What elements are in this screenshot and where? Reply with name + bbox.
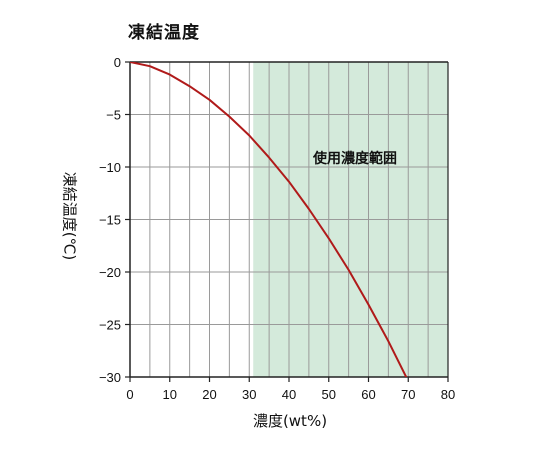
y-tick-labels: 0 −5 −10 −15 −20 −25 −30 bbox=[99, 55, 130, 385]
x-tick-label: 70 bbox=[401, 387, 415, 402]
series-layer bbox=[130, 62, 408, 377]
y-tick-label: −30 bbox=[99, 370, 121, 385]
y-tick-label: −15 bbox=[99, 213, 121, 228]
x-tick-label: 60 bbox=[361, 387, 375, 402]
chart-title: 凍結温度 bbox=[128, 23, 200, 43]
x-tick-label: 0 bbox=[126, 387, 133, 402]
x-tick-label: 20 bbox=[202, 387, 216, 402]
x-tick-labels: 0 10 20 30 40 50 60 70 80 bbox=[126, 377, 455, 402]
freezing-point-curve bbox=[130, 62, 408, 377]
x-axis-label: 濃度(wt%) bbox=[252, 412, 328, 430]
y-tick-label: −25 bbox=[99, 318, 121, 333]
x-tick-label: 30 bbox=[242, 387, 256, 402]
x-tick-label: 10 bbox=[163, 387, 177, 402]
y-tick-label: −10 bbox=[99, 160, 121, 175]
y-axis-label: 凍結温度(℃) bbox=[60, 171, 79, 261]
y-tick-label: 0 bbox=[114, 55, 121, 70]
y-tick-label: −5 bbox=[106, 108, 121, 123]
x-tick-label: 40 bbox=[282, 387, 296, 402]
x-tick-label: 80 bbox=[441, 387, 455, 402]
x-tick-label: 50 bbox=[322, 387, 336, 402]
y-tick-label: −20 bbox=[99, 265, 121, 280]
usage-range-label: 使用濃度範囲 bbox=[313, 151, 397, 167]
grid-lines bbox=[130, 62, 448, 377]
